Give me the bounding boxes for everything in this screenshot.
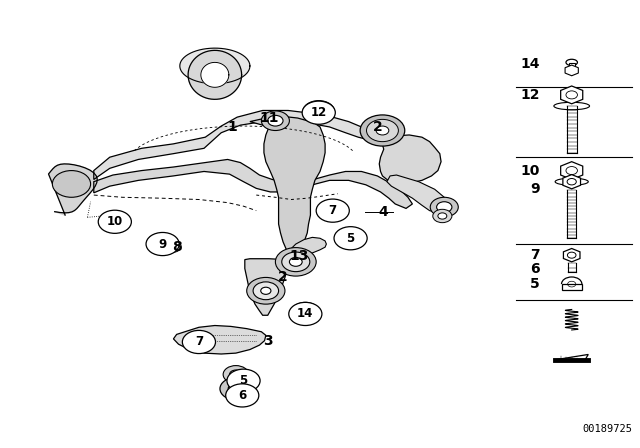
Polygon shape bbox=[387, 175, 447, 213]
Text: 12: 12 bbox=[520, 88, 540, 102]
Text: 10: 10 bbox=[107, 215, 123, 228]
Ellipse shape bbox=[566, 59, 577, 65]
Polygon shape bbox=[250, 116, 325, 260]
Circle shape bbox=[67, 181, 77, 188]
Circle shape bbox=[223, 366, 248, 383]
Bar bbox=[561, 284, 582, 290]
Text: 5: 5 bbox=[346, 232, 355, 245]
Circle shape bbox=[299, 308, 312, 317]
Circle shape bbox=[253, 282, 278, 300]
Circle shape bbox=[148, 234, 171, 250]
Polygon shape bbox=[291, 237, 326, 256]
Polygon shape bbox=[180, 48, 250, 84]
Circle shape bbox=[261, 111, 289, 130]
Circle shape bbox=[146, 233, 179, 256]
Polygon shape bbox=[94, 159, 412, 208]
Text: 4: 4 bbox=[379, 205, 388, 219]
Circle shape bbox=[246, 277, 285, 304]
Text: 8: 8 bbox=[172, 240, 182, 254]
Ellipse shape bbox=[555, 178, 588, 185]
Polygon shape bbox=[561, 162, 583, 180]
Text: 9: 9 bbox=[159, 237, 167, 250]
Text: 11: 11 bbox=[260, 111, 280, 125]
Text: 7: 7 bbox=[329, 204, 337, 217]
Circle shape bbox=[182, 331, 216, 353]
Polygon shape bbox=[565, 65, 579, 76]
Text: 6: 6 bbox=[238, 389, 246, 402]
Text: 9: 9 bbox=[530, 182, 540, 196]
Circle shape bbox=[303, 101, 335, 123]
Circle shape bbox=[367, 119, 398, 142]
Text: 7: 7 bbox=[195, 336, 203, 349]
Polygon shape bbox=[563, 249, 580, 262]
Circle shape bbox=[52, 171, 91, 197]
Polygon shape bbox=[94, 111, 390, 180]
Text: 6: 6 bbox=[530, 262, 540, 276]
Ellipse shape bbox=[554, 102, 589, 110]
Text: 14: 14 bbox=[297, 307, 314, 320]
Circle shape bbox=[376, 126, 389, 135]
Circle shape bbox=[433, 209, 452, 223]
Circle shape bbox=[309, 105, 328, 118]
Circle shape bbox=[60, 176, 83, 192]
Circle shape bbox=[438, 213, 447, 219]
Text: 3: 3 bbox=[263, 334, 273, 348]
Circle shape bbox=[228, 383, 244, 394]
Circle shape bbox=[289, 258, 302, 266]
Circle shape bbox=[226, 384, 259, 407]
Circle shape bbox=[268, 116, 283, 126]
Text: 5: 5 bbox=[530, 277, 540, 291]
Text: 14: 14 bbox=[520, 57, 540, 71]
Text: 1: 1 bbox=[228, 120, 237, 134]
Circle shape bbox=[275, 248, 316, 276]
Polygon shape bbox=[380, 135, 441, 184]
Circle shape bbox=[230, 370, 243, 379]
Polygon shape bbox=[563, 175, 580, 189]
Text: 12: 12 bbox=[310, 106, 327, 119]
Polygon shape bbox=[188, 50, 242, 99]
Circle shape bbox=[430, 197, 458, 217]
Circle shape bbox=[220, 378, 252, 400]
Text: 13: 13 bbox=[290, 249, 309, 263]
Circle shape bbox=[316, 199, 349, 222]
Circle shape bbox=[163, 240, 181, 253]
Circle shape bbox=[436, 202, 452, 212]
Polygon shape bbox=[561, 86, 583, 104]
Circle shape bbox=[334, 227, 367, 250]
Text: 7: 7 bbox=[530, 248, 540, 262]
Circle shape bbox=[168, 243, 177, 250]
Circle shape bbox=[282, 252, 310, 271]
Polygon shape bbox=[49, 164, 97, 215]
Polygon shape bbox=[555, 354, 588, 360]
Text: 10: 10 bbox=[520, 164, 540, 178]
Circle shape bbox=[227, 369, 260, 392]
Polygon shape bbox=[173, 326, 266, 354]
Bar bbox=[568, 63, 575, 68]
Circle shape bbox=[360, 115, 404, 146]
Circle shape bbox=[289, 302, 322, 326]
Circle shape bbox=[291, 302, 319, 322]
Text: 00189725: 00189725 bbox=[582, 424, 632, 434]
Circle shape bbox=[260, 287, 271, 294]
Polygon shape bbox=[245, 259, 287, 315]
Polygon shape bbox=[201, 62, 229, 87]
Text: 5: 5 bbox=[239, 374, 248, 387]
Text: 2: 2 bbox=[278, 270, 287, 284]
Text: 2: 2 bbox=[372, 120, 382, 134]
Circle shape bbox=[154, 238, 165, 246]
Circle shape bbox=[99, 210, 131, 233]
Circle shape bbox=[302, 101, 335, 124]
